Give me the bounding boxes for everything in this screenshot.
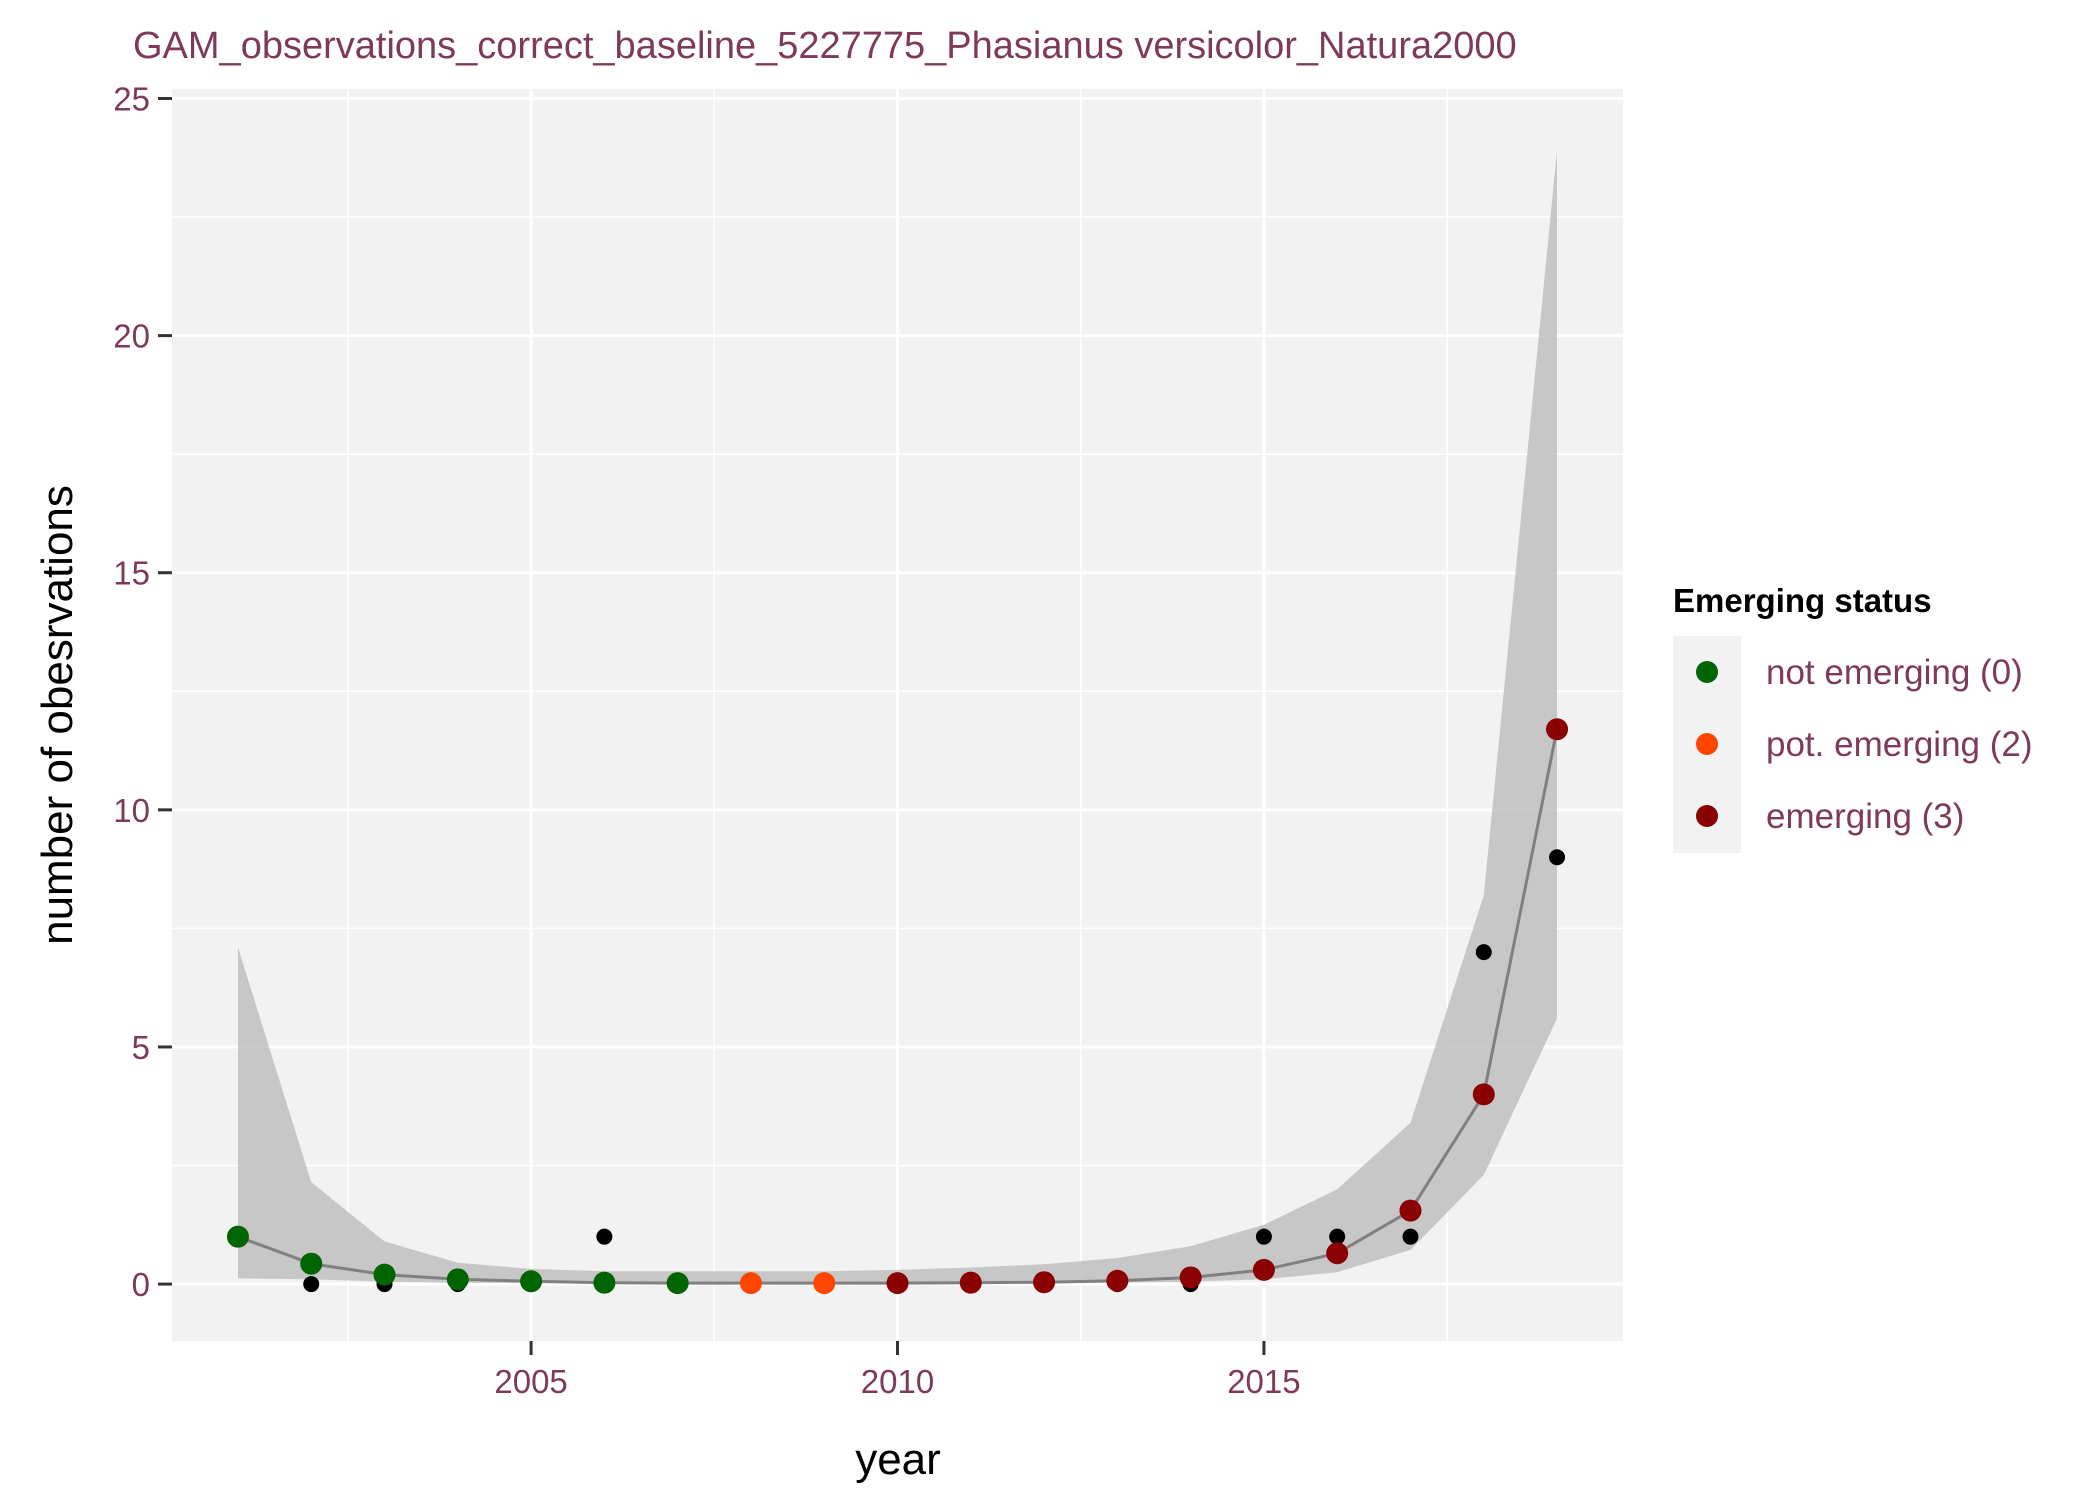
grid-lines: [172, 89, 1623, 1341]
fitted-points-layer: [226, 718, 1569, 1295]
y-axis-title: number of obesrvations: [33, 485, 82, 945]
fitted-point: [300, 1252, 323, 1275]
legend-label: emerging (3): [1766, 797, 1964, 836]
y-tick-label: 25: [113, 80, 150, 117]
fitted-point: [373, 1263, 396, 1286]
observed-point: [1255, 1228, 1272, 1245]
legend-title: Emerging status: [1673, 582, 1932, 619]
legend-entries: not emerging (0) pot. emerging (2) emergin…: [1696, 653, 2033, 836]
legend-marker: [1696, 805, 1718, 827]
fitted-point: [1546, 718, 1569, 741]
legend: Emerging status not emerging (0) pot. eme…: [1673, 582, 2033, 853]
legend-marker: [1696, 733, 1718, 755]
legend-marker: [1696, 661, 1718, 683]
fitted-point: [886, 1272, 909, 1295]
x-tick-label: 2015: [1227, 1363, 1300, 1400]
legend-label: not emerging (0): [1766, 653, 2023, 692]
fitted-point: [1106, 1269, 1129, 1292]
confidence-band-layer: [238, 150, 1557, 1284]
fitted-point: [520, 1270, 543, 1293]
x-tick-label: 2010: [861, 1363, 934, 1400]
fitted-point: [226, 1225, 249, 1248]
axes: 0 5 10 15 20 25 2005 2010 2015: [113, 80, 1300, 1400]
fitted-point: [446, 1268, 469, 1291]
fitted-point: [813, 1272, 836, 1295]
fitted-point: [1472, 1083, 1495, 1106]
x-axis-title: year: [855, 1435, 941, 1484]
observed-point: [1475, 944, 1492, 961]
chart-title: GAM_observations_correct_baseline_522777…: [133, 25, 1517, 67]
fitted-point: [1399, 1199, 1422, 1222]
fitted-point: [1179, 1266, 1202, 1289]
observed-point: [596, 1228, 613, 1245]
observed-point: [303, 1276, 320, 1293]
observed-point: [1549, 849, 1566, 866]
fitted-point: [1326, 1242, 1349, 1265]
fitted-point: [1252, 1258, 1275, 1281]
legend-label: pot. emerging (2): [1766, 725, 2033, 764]
confidence-band: [238, 150, 1557, 1284]
y-tick-label: 20: [113, 318, 150, 355]
fitted-point: [666, 1272, 689, 1295]
fitted-point: [739, 1272, 762, 1295]
fitted-point: [593, 1271, 616, 1294]
fitted-point: [959, 1271, 982, 1294]
fitted-point: [1033, 1271, 1056, 1294]
observed-point: [1329, 1228, 1346, 1245]
y-tick-label: 15: [113, 555, 150, 592]
x-tick-label: 2005: [494, 1363, 567, 1400]
y-tick-label: 0: [132, 1266, 150, 1303]
y-tick-label: 5: [132, 1029, 150, 1066]
y-tick-label: 10: [113, 792, 150, 829]
observed-point: [1402, 1228, 1419, 1245]
